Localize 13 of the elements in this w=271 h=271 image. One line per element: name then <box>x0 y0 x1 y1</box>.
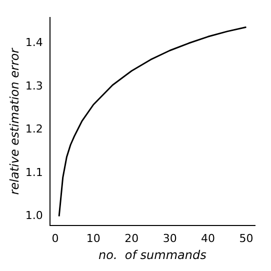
x-axis-title: no. of summands <box>98 248 206 262</box>
x-tick-label: 10 <box>86 232 100 245</box>
y-tick-label: 1.0 <box>25 209 43 222</box>
x-tick-label: 50 <box>239 232 254 245</box>
x-tick-label: 40 <box>201 232 216 245</box>
x-tick-label: 30 <box>162 232 177 245</box>
x-tick-label: 0 <box>52 232 59 245</box>
y-tick-label: 1.2 <box>25 122 43 136</box>
x-tick-label: 20 <box>124 232 139 245</box>
y-axis-title: relative estimation error <box>7 47 22 195</box>
y-tick-label: 1.4 <box>25 36 43 49</box>
y-tick-label: 1.1 <box>25 166 43 179</box>
y-tick-label: 1.3 <box>25 79 43 92</box>
